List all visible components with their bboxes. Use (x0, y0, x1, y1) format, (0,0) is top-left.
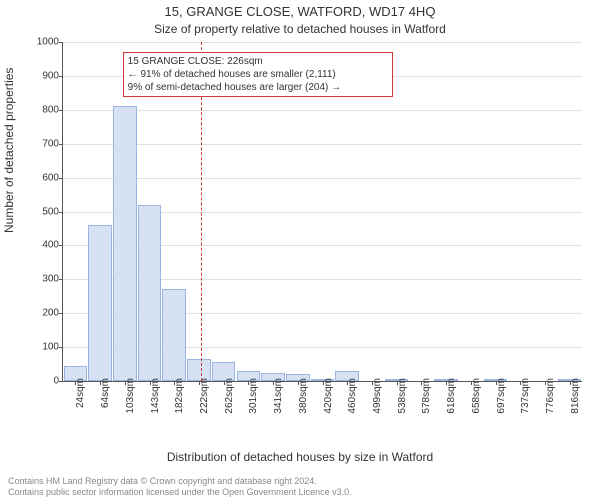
x-axis-label: Distribution of detached houses by size … (0, 450, 600, 464)
gridline (63, 42, 582, 43)
ytick-label: 100 (42, 342, 59, 353)
ytick-mark (59, 381, 63, 382)
xtick-label: 658sqm (471, 378, 482, 414)
ytick-mark (59, 212, 63, 213)
page-title: 15, GRANGE CLOSE, WATFORD, WD17 4HQ (0, 4, 600, 19)
footer-line-2: Contains public sector information licen… (8, 487, 592, 498)
xtick-label: 460sqm (347, 378, 358, 414)
xtick-label: 578sqm (421, 378, 432, 414)
xtick-label: 816sqm (570, 378, 581, 414)
xtick-label: 24sqm (75, 378, 86, 408)
xtick-label: 697sqm (496, 378, 507, 414)
ytick-mark (59, 245, 63, 246)
xtick-label: 143sqm (150, 378, 161, 414)
ytick-label: 1000 (37, 37, 59, 48)
histogram-bar (162, 289, 185, 381)
xtick-label: 301sqm (248, 378, 259, 414)
ytick-label: 400 (42, 240, 59, 251)
ytick-mark (59, 76, 63, 77)
ytick-label: 200 (42, 308, 59, 319)
xtick-label: 538sqm (397, 378, 408, 414)
footer-line-1: Contains HM Land Registry data © Crown c… (8, 476, 592, 487)
xtick-label: 737sqm (520, 378, 531, 414)
ytick-mark (59, 42, 63, 43)
annotation-line: 9% of semi-detached houses are larger (2… (128, 81, 388, 94)
footer: Contains HM Land Registry data © Crown c… (8, 476, 592, 499)
ytick-label: 700 (42, 138, 59, 149)
ytick-label: 800 (42, 104, 59, 115)
ytick-mark (59, 347, 63, 348)
ytick-mark (59, 313, 63, 314)
chart-plot-area: 0100200300400500600700800900100024sqm64s… (62, 42, 582, 382)
ytick-label: 500 (42, 206, 59, 217)
xtick-label: 380sqm (298, 378, 309, 414)
xtick-label: 222sqm (199, 378, 210, 414)
histogram-bar (88, 225, 111, 381)
ytick-label: 900 (42, 70, 59, 81)
annotation-line: 15 GRANGE CLOSE: 226sqm (128, 55, 388, 68)
y-axis-label: Number of detached properties (2, 68, 16, 233)
chart-subtitle: Size of property relative to detached ho… (0, 22, 600, 36)
gridline (63, 110, 582, 111)
xtick-label: 103sqm (125, 378, 136, 414)
ytick-label: 0 (53, 376, 59, 387)
histogram-bar (113, 106, 136, 381)
ytick-label: 300 (42, 274, 59, 285)
ytick-mark (59, 178, 63, 179)
xtick-label: 776sqm (545, 378, 556, 414)
xtick-label: 262sqm (224, 378, 235, 414)
xtick-label: 618sqm (446, 378, 457, 414)
ytick-mark (59, 144, 63, 145)
histogram-bar (138, 205, 161, 381)
annotation-line: ← 91% of detached houses are smaller (2,… (128, 68, 388, 81)
gridline (63, 178, 582, 179)
xtick-label: 341sqm (273, 378, 284, 414)
ytick-mark (59, 110, 63, 111)
gridline (63, 144, 582, 145)
ytick-label: 600 (42, 172, 59, 183)
xtick-label: 64sqm (100, 378, 111, 408)
xtick-label: 499sqm (372, 378, 383, 414)
xtick-label: 182sqm (174, 378, 185, 414)
xtick-label: 420sqm (323, 378, 334, 414)
ytick-mark (59, 279, 63, 280)
annotation-box: 15 GRANGE CLOSE: 226sqm← 91% of detached… (123, 52, 393, 97)
